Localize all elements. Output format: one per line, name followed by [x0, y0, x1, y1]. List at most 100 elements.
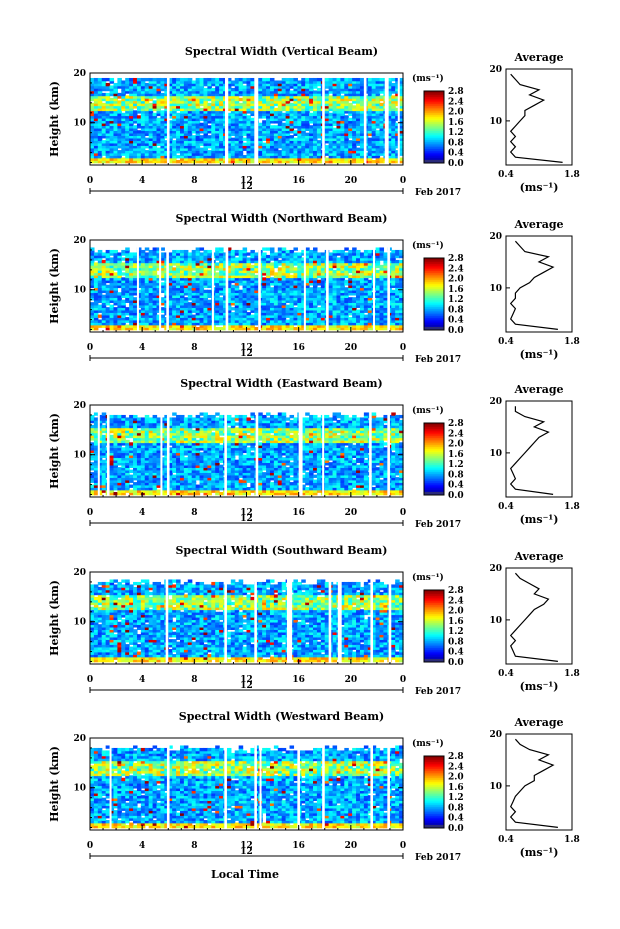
heatmap-cell: [140, 82, 146, 87]
heatmap-cell: [344, 152, 349, 156]
heatmap-cell: [148, 282, 154, 286]
heatmap-cell: [90, 132, 95, 136]
heatmap-cell: [168, 107, 173, 112]
heatmap-cell: [262, 152, 267, 156]
heatmap-cell: [199, 287, 205, 291]
heatmap-cell: [324, 97, 330, 102]
heatmap-cell: [148, 145, 154, 149]
heatmap-cell: [93, 262, 99, 266]
heatmap-cell: [266, 100, 271, 104]
heatmap-cell: [93, 282, 99, 286]
heatmap-cell: [129, 324, 134, 328]
heatmap-cell: [117, 95, 122, 99]
heatmap-cell: [109, 327, 115, 331]
heatmap-cell: [172, 125, 177, 129]
heatmap-cell: [113, 294, 118, 299]
heatmap-cell: [207, 145, 212, 149]
heatmap-cell: [148, 302, 154, 306]
heatmap-cell: [387, 90, 392, 94]
heatmap-cell: [176, 112, 181, 117]
heatmap-cell: [148, 147, 154, 151]
heatmap-cell: [191, 302, 197, 306]
heatmap-cell: [121, 312, 126, 316]
heatmap-cell: [266, 85, 271, 89]
heatmap-cell: [391, 105, 396, 109]
heatmap-cell: [136, 297, 142, 301]
heatmap-cell: [387, 145, 392, 149]
colorbar-band: [424, 116, 444, 119]
heatmap-cell: [352, 87, 357, 92]
heatmap-cell: [117, 107, 122, 112]
heatmap-cell: [183, 304, 189, 308]
heatmap-cell: [219, 115, 224, 119]
heatmap-cell: [179, 304, 185, 308]
heatmap-cell: [258, 110, 263, 114]
heatmap-cell: [183, 117, 189, 122]
heatmap-cell: [371, 115, 377, 119]
heatmap-cell: [199, 282, 205, 286]
heatmap-cell: [152, 122, 158, 127]
heatmap-cell: [156, 279, 162, 284]
heatmap-cell: [301, 142, 306, 146]
heatmap-cell: [183, 92, 189, 97]
heatmap-cell: [277, 160, 283, 164]
heatmap-cell: [352, 130, 357, 134]
heatmap-cell: [199, 302, 205, 306]
heatmap-cell: [305, 102, 310, 107]
heatmap-cell: [117, 142, 122, 146]
heatmap-cell: [309, 160, 314, 164]
heatmap-cell: [187, 107, 193, 112]
heatmap-cell: [301, 132, 306, 136]
heatmap-cell: [105, 277, 111, 281]
heatmap-cell: [172, 292, 177, 296]
heatmap-cell: [133, 87, 138, 92]
heatmap-cell: [179, 317, 185, 321]
heatmap-cell: [273, 157, 279, 161]
heatmap-cell: [187, 135, 193, 139]
heatmap-cell: [121, 82, 126, 87]
heatmap-cell: [90, 327, 95, 331]
heatmap-cell: [93, 254, 99, 259]
heatmap-cell: [101, 115, 107, 119]
heatmap-cell: [215, 297, 220, 301]
heatmap-cell: [250, 97, 255, 102]
heatmap-cell: [285, 95, 291, 99]
heatmap-cell: [316, 117, 322, 122]
heatmap-cell: [316, 287, 322, 291]
heatmap-cell: [160, 289, 165, 294]
heatmap-cell: [238, 92, 244, 97]
heatmap-cell: [309, 115, 314, 119]
heatmap-cell: [238, 145, 244, 149]
heatmap-cell: [195, 257, 201, 261]
heatmap-cell: [301, 100, 306, 104]
heatmap-cell: [156, 105, 162, 109]
heatmap-cell: [187, 292, 193, 296]
heatmap-cell: [176, 132, 181, 136]
heatmap-cell: [164, 142, 169, 146]
heatmap-cell: [375, 130, 381, 134]
heatmap-cell: [129, 322, 134, 326]
heatmap-cell: [230, 307, 236, 311]
heatmap-cell: [309, 95, 314, 99]
heatmap-cell: [203, 127, 208, 132]
heatmap-cell: [140, 322, 146, 326]
heatmap-cell: [336, 80, 341, 84]
heatmap-cell: [344, 92, 349, 97]
heatmap-cell: [125, 247, 130, 251]
heatmap-cell: [168, 257, 173, 261]
heatmap-cell: [226, 145, 232, 149]
heatmap-cell: [164, 80, 169, 84]
heatmap-cell: [117, 137, 122, 141]
heatmap-cell: [328, 100, 334, 104]
heatmap-cell: [356, 92, 361, 97]
heatmap-cell: [356, 150, 361, 154]
heatmap-cell: [121, 284, 126, 289]
heatmap-cell: [316, 132, 322, 136]
heatmap-cell: [187, 145, 193, 149]
heatmap-cell: [148, 279, 154, 284]
heatmap-cell: [144, 120, 150, 124]
heatmap-cell: [176, 80, 181, 84]
heatmap-cell: [125, 312, 130, 316]
heatmap-cell: [352, 132, 357, 136]
heatmap-cell: [395, 85, 400, 89]
